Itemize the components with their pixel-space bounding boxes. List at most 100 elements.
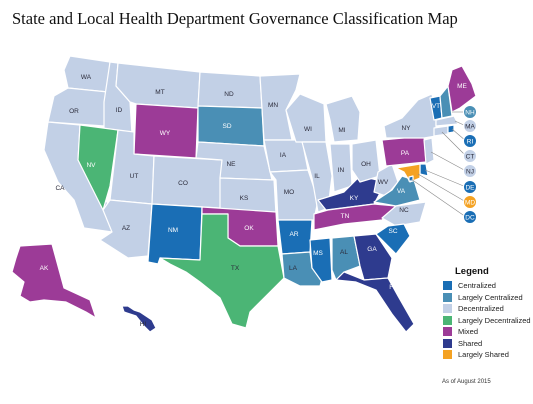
callout-label-MD: MD <box>465 199 475 206</box>
svg-text:IL: IL <box>314 173 320 180</box>
svg-text:FL: FL <box>389 284 397 291</box>
label-HI: HI <box>140 321 147 328</box>
legend-title: Legend <box>455 266 489 277</box>
state-OR[interactable] <box>47 87 109 127</box>
callout-label-NJ: NJ <box>466 168 474 175</box>
svg-text:OK: OK <box>244 225 254 232</box>
callout-label-MA: MA <box>465 123 475 130</box>
svg-text:SC: SC <box>388 228 397 235</box>
state-TX[interactable] <box>159 213 285 329</box>
state-MA[interactable] <box>435 115 459 127</box>
callout-NH <box>463 105 477 119</box>
legend-label: Mixed <box>458 327 479 337</box>
svg-text:MN: MN <box>268 102 278 109</box>
svg-text:SD: SD <box>222 123 231 130</box>
svg-text:PA: PA <box>401 150 410 157</box>
state-AK[interactable] <box>11 243 97 319</box>
svg-text:WY: WY <box>160 130 171 137</box>
callout-CT <box>463 149 477 163</box>
svg-text:UT: UT <box>130 173 139 180</box>
callout-label-RI: RI <box>467 138 474 145</box>
state-NM[interactable] <box>147 203 203 265</box>
state-OH[interactable] <box>351 139 381 183</box>
callout-NJ <box>463 164 477 178</box>
legend-item: Largely Decentralized <box>443 315 531 327</box>
svg-text:WA: WA <box>81 74 92 81</box>
state-WI[interactable] <box>285 93 327 143</box>
svg-text:VT: VT <box>432 103 440 110</box>
svg-text:AZ: AZ <box>122 225 130 232</box>
svg-text:OH: OH <box>361 161 371 168</box>
svg-text:NC: NC <box>399 207 409 214</box>
svg-text:MO: MO <box>284 189 294 196</box>
state-NV[interactable] <box>77 124 119 211</box>
small-state-callouts: NH MA RI CT NJ DE MD DC <box>410 105 477 224</box>
svg-text:LA: LA <box>289 265 298 272</box>
callout-MD <box>463 195 477 209</box>
legend-label: Shared <box>458 338 483 348</box>
legend-swatch <box>443 304 452 314</box>
svg-text:NM: NM <box>168 227 178 234</box>
svg-text:KY: KY <box>350 195 359 202</box>
state-FL[interactable] <box>335 271 415 333</box>
callout-label-DC: DC <box>465 214 475 221</box>
svg-text:MT: MT <box>155 89 164 96</box>
legend-label: Largely Decentralized <box>458 315 531 325</box>
legend-swatch <box>443 327 452 337</box>
callout-DE <box>463 180 477 194</box>
svg-text:CA: CA <box>55 185 65 192</box>
legend-label: Largely Centralized <box>458 292 523 302</box>
state-ME[interactable] <box>447 65 477 113</box>
state-NJ[interactable] <box>423 137 435 165</box>
state-RI[interactable] <box>447 124 455 134</box>
svg-text:WI: WI <box>304 126 312 133</box>
callout-MA <box>463 119 477 133</box>
svg-text:ID: ID <box>116 107 123 114</box>
state-MD[interactable] <box>395 163 421 183</box>
callout-RI <box>463 134 477 148</box>
legend-label: Centralized <box>458 281 496 291</box>
legend-swatch <box>443 350 452 360</box>
legend-swatch <box>443 281 452 291</box>
svg-text:AL: AL <box>340 249 348 256</box>
svg-text:TX: TX <box>231 265 240 272</box>
callout-label-DE: DE <box>465 184 475 191</box>
state-DE[interactable] <box>419 163 429 177</box>
state-ND[interactable] <box>197 71 263 109</box>
legend-swatch <box>443 292 452 302</box>
page-title: State and Local Health Department Govern… <box>12 9 458 28</box>
state-HI[interactable] <box>121 305 157 333</box>
svg-text:KS: KS <box>240 195 249 202</box>
svg-text:OR: OR <box>69 108 79 115</box>
legend-item: Decentralized <box>443 303 531 315</box>
legend-item: Mixed <box>443 326 531 338</box>
svg-text:AR: AR <box>289 231 298 238</box>
legend-label: Largely Shared <box>458 350 509 360</box>
state-labels: WA OR CA ID NV MT WY UT AZ CO NM ND SD N… <box>55 74 467 291</box>
state-MI[interactable] <box>325 95 361 143</box>
callout-label-NH: NH <box>465 109 475 116</box>
state-NC[interactable] <box>381 201 427 227</box>
legend-swatch <box>443 315 452 325</box>
svg-text:TN: TN <box>341 213 350 220</box>
svg-text:NV: NV <box>86 162 96 169</box>
svg-text:NY: NY <box>401 125 411 132</box>
svg-text:WV: WV <box>378 179 389 186</box>
legend-swatch <box>443 338 452 348</box>
state-MS[interactable] <box>309 237 333 283</box>
svg-text:CO: CO <box>178 180 188 187</box>
state-SC[interactable] <box>375 223 411 255</box>
svg-text:VA: VA <box>397 188 406 195</box>
state-MN[interactable] <box>259 73 301 141</box>
state-CT[interactable] <box>433 125 449 137</box>
svg-text:IA: IA <box>280 152 287 159</box>
svg-text:GA: GA <box>367 246 377 253</box>
footnote: As of August 2015 <box>442 379 491 385</box>
label-AK: AK <box>40 265 49 272</box>
svg-text:MI: MI <box>338 127 345 134</box>
legend-item: Centralized <box>443 280 531 292</box>
state-MT[interactable] <box>115 62 201 109</box>
callout-DC <box>463 210 477 224</box>
svg-text:ND: ND <box>224 91 234 98</box>
